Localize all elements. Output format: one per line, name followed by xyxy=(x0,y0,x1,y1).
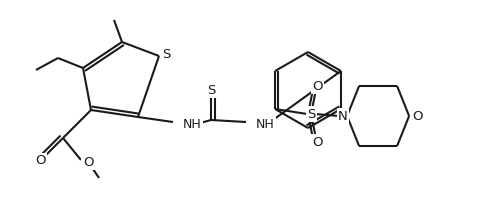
Text: N: N xyxy=(338,110,348,123)
Text: S: S xyxy=(162,47,170,60)
Text: NH: NH xyxy=(183,119,202,131)
Text: O: O xyxy=(312,80,322,92)
Text: O: O xyxy=(412,110,422,123)
Text: NH: NH xyxy=(256,119,275,131)
Text: O: O xyxy=(83,155,93,169)
Text: S: S xyxy=(307,107,315,120)
Text: O: O xyxy=(35,155,45,167)
Text: O: O xyxy=(312,135,322,148)
Text: S: S xyxy=(207,84,215,96)
